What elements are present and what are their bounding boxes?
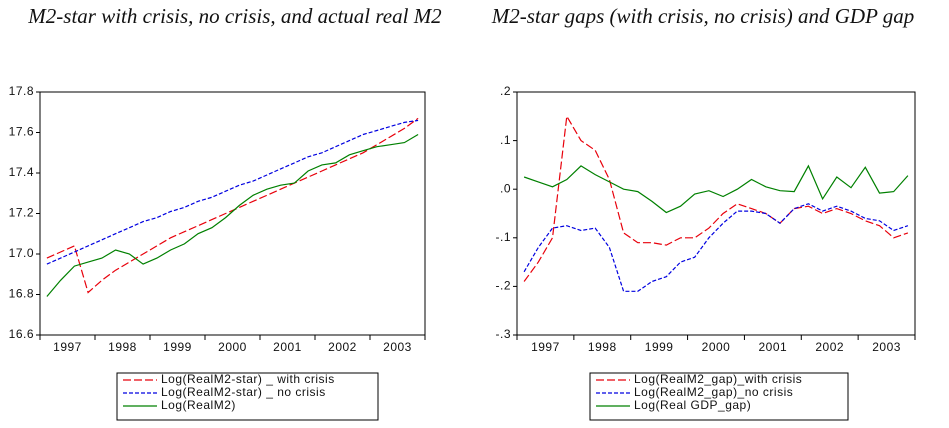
x-tick-label: 2002 — [815, 340, 844, 354]
y-tick-label: 17.4 — [9, 165, 34, 179]
y-tick-label: -.1 — [495, 230, 511, 244]
series-line — [523, 114, 909, 282]
x-tick-label: 2001 — [273, 340, 302, 354]
y-tick-label: 17.2 — [9, 206, 34, 220]
legend-label: Log(RealM2) — [161, 398, 236, 412]
y-tick-label: .1 — [500, 133, 511, 147]
x-tick-label: 1999 — [645, 340, 674, 354]
plot-frame — [39, 91, 426, 336]
x-tick-label: 1998 — [108, 340, 137, 354]
plot-frame — [516, 91, 916, 336]
y-tick-label: .2 — [500, 84, 511, 98]
x-tick-label: 1998 — [588, 340, 617, 354]
series-line — [523, 164, 909, 214]
x-tick-label: 2003 — [383, 340, 412, 354]
legend-label: Log(RealM2-star) _ with crisis — [161, 372, 335, 386]
legend-label: Log(Real GDP_gap) — [634, 398, 751, 412]
legend-box — [116, 372, 379, 421]
chart-title: M2-star gaps (with crisis, no crisis) an… — [491, 4, 915, 28]
y-tick-label: -.3 — [495, 327, 511, 341]
y-tick-label: 16.8 — [9, 287, 34, 301]
y-tick-label: 17.6 — [9, 125, 34, 139]
series-line — [46, 133, 419, 297]
x-tick-label: 1997 — [53, 340, 82, 354]
y-tick-label: 17.0 — [9, 246, 34, 260]
x-tick-label: 2000 — [218, 340, 247, 354]
x-tick-label: 1997 — [531, 340, 560, 354]
x-tick-label: 2003 — [872, 340, 901, 354]
series-line — [523, 203, 909, 292]
series-line — [46, 119, 419, 265]
legend-box — [589, 372, 849, 421]
x-tick-label: 2000 — [702, 340, 731, 354]
y-tick-label: -.2 — [495, 279, 511, 293]
y-tick-label: .0 — [500, 181, 511, 195]
x-tick-label: 1999 — [163, 340, 192, 354]
y-tick-label: 16.6 — [9, 327, 34, 341]
series-line — [46, 117, 419, 294]
legend-label: Log(RealM2-star) _ no crisis — [161, 385, 326, 399]
x-tick-label: 2001 — [759, 340, 788, 354]
y-tick-label: 17.8 — [9, 84, 34, 98]
legend-label: Log(RealM2_gap)_no crisis — [634, 385, 793, 399]
legend-label: Log(RealM2_gap)_with crisis — [634, 372, 802, 386]
x-tick-label: 2002 — [328, 340, 357, 354]
chart-title: M2-star with crisis, no crisis, and actu… — [28, 4, 442, 28]
